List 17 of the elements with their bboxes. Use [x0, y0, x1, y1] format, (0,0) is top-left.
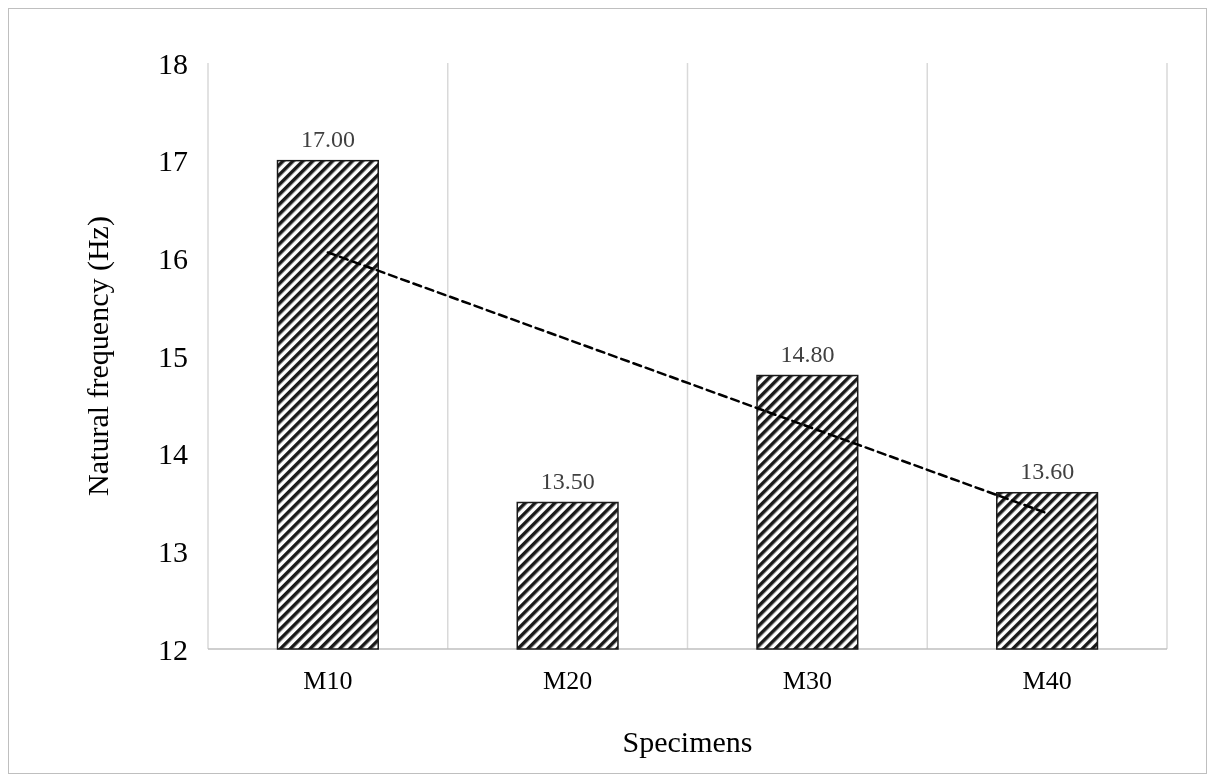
y-tick-label: 18 — [158, 46, 188, 80]
data-label: 13.50 — [540, 467, 595, 494]
y-tick-label: 17 — [158, 144, 188, 178]
x-tick-label: M30 — [782, 666, 832, 695]
y-tick-label: 13 — [158, 534, 188, 568]
x-axis-title: Specimens — [622, 725, 753, 758]
y-tick-label: 14 — [158, 437, 188, 471]
y-tick-label: 15 — [158, 339, 188, 373]
data-label: 17.00 — [300, 125, 355, 152]
y-tick-label: 16 — [158, 241, 188, 275]
x-tick-label: M20 — [543, 666, 593, 695]
x-tick-label: M10 — [303, 666, 353, 695]
data-label: 14.80 — [780, 340, 835, 367]
data-label: 13.60 — [1020, 457, 1075, 484]
x-tick-label: M40 — [1022, 666, 1072, 695]
y-tick-label: 12 — [158, 632, 188, 666]
y-axis-title: Natural frequency (Hz) — [81, 216, 115, 496]
